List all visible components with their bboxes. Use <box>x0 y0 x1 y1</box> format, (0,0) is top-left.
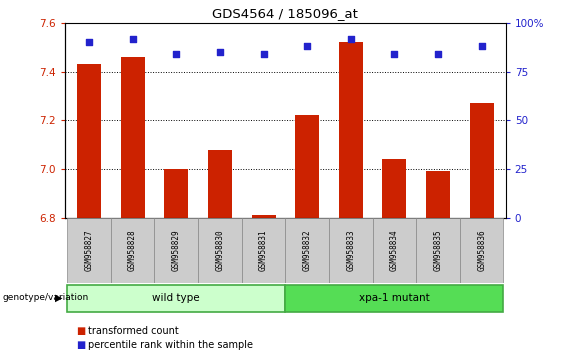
Text: xpa-1 mutant: xpa-1 mutant <box>359 293 430 303</box>
Point <box>303 44 312 49</box>
Bar <box>67 218 111 283</box>
Point <box>390 51 399 57</box>
Text: GSM958828: GSM958828 <box>128 230 137 271</box>
Bar <box>460 218 503 283</box>
Text: GSM958834: GSM958834 <box>390 230 399 271</box>
Text: GSM958830: GSM958830 <box>215 230 224 271</box>
Bar <box>154 218 198 283</box>
Bar <box>329 218 372 283</box>
Text: wild type: wild type <box>153 293 200 303</box>
Text: GSM958827: GSM958827 <box>85 230 93 271</box>
Text: genotype/variation: genotype/variation <box>3 293 89 302</box>
Text: GSM958829: GSM958829 <box>172 230 181 271</box>
Bar <box>164 169 188 218</box>
Bar <box>383 159 406 218</box>
Bar <box>251 215 276 218</box>
Bar <box>120 57 145 218</box>
Point <box>128 36 137 41</box>
Text: GSM958831: GSM958831 <box>259 230 268 271</box>
Bar <box>111 218 154 283</box>
Bar <box>285 285 503 312</box>
Point <box>259 51 268 57</box>
Point <box>215 49 224 55</box>
Bar <box>198 218 242 283</box>
Text: GSM958833: GSM958833 <box>346 230 355 271</box>
Text: GSM958832: GSM958832 <box>303 230 312 271</box>
Text: GSM958835: GSM958835 <box>433 230 442 271</box>
Text: ▶: ▶ <box>55 293 63 303</box>
Bar <box>242 218 285 283</box>
Bar <box>208 150 232 218</box>
Text: ■: ■ <box>76 340 85 350</box>
Bar <box>285 218 329 283</box>
Text: transformed count: transformed count <box>88 326 179 336</box>
Point <box>172 51 181 57</box>
Text: GSM958836: GSM958836 <box>477 230 486 271</box>
Bar <box>372 218 416 283</box>
Point <box>477 44 486 49</box>
Point <box>346 36 355 41</box>
Point <box>433 51 442 57</box>
Bar <box>77 64 101 218</box>
Text: percentile rank within the sample: percentile rank within the sample <box>88 340 253 350</box>
Bar <box>339 42 363 218</box>
Bar <box>67 285 285 312</box>
Bar <box>470 103 494 218</box>
Text: ■: ■ <box>76 326 85 336</box>
Bar <box>426 171 450 218</box>
Title: GDS4564 / 185096_at: GDS4564 / 185096_at <box>212 7 358 21</box>
Bar <box>295 115 319 218</box>
Bar <box>416 218 460 283</box>
Point <box>84 40 93 45</box>
